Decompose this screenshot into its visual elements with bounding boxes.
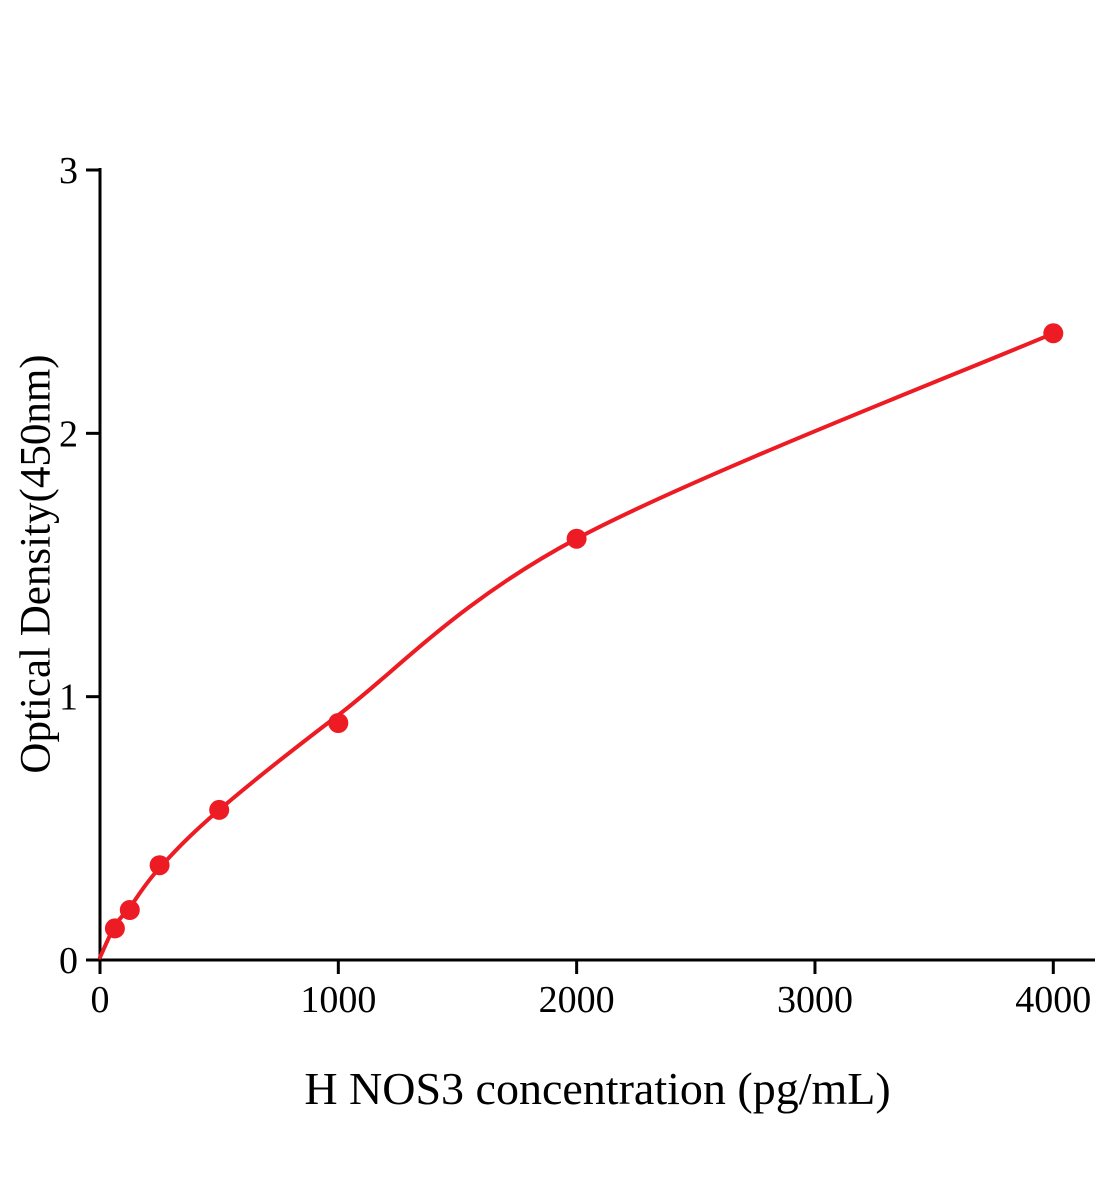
data-point xyxy=(1043,323,1064,344)
y-tick-label: 3 xyxy=(59,150,78,192)
data-point xyxy=(104,918,125,939)
y-tick-label: 2 xyxy=(59,413,78,455)
x-tick-label: 3000 xyxy=(777,979,853,1021)
y-tick-label: 0 xyxy=(59,940,78,982)
y-tick-label: 1 xyxy=(59,677,78,719)
data-point xyxy=(328,713,349,733)
x-axis-label: H NOS3 concentration (pg/mL) xyxy=(304,1063,891,1114)
x-tick-label: 2000 xyxy=(539,979,615,1021)
data-point xyxy=(149,855,170,876)
x-tick-label: 1000 xyxy=(300,979,376,1021)
fit-curve xyxy=(98,331,1056,960)
data-point xyxy=(119,900,140,920)
x-tick-label: 4000 xyxy=(1015,979,1091,1021)
data-point xyxy=(566,528,587,549)
y-axis-label: Optical Density(450nm) xyxy=(12,354,60,774)
data-point xyxy=(209,799,230,820)
x-tick-label: 0 xyxy=(91,979,110,1021)
